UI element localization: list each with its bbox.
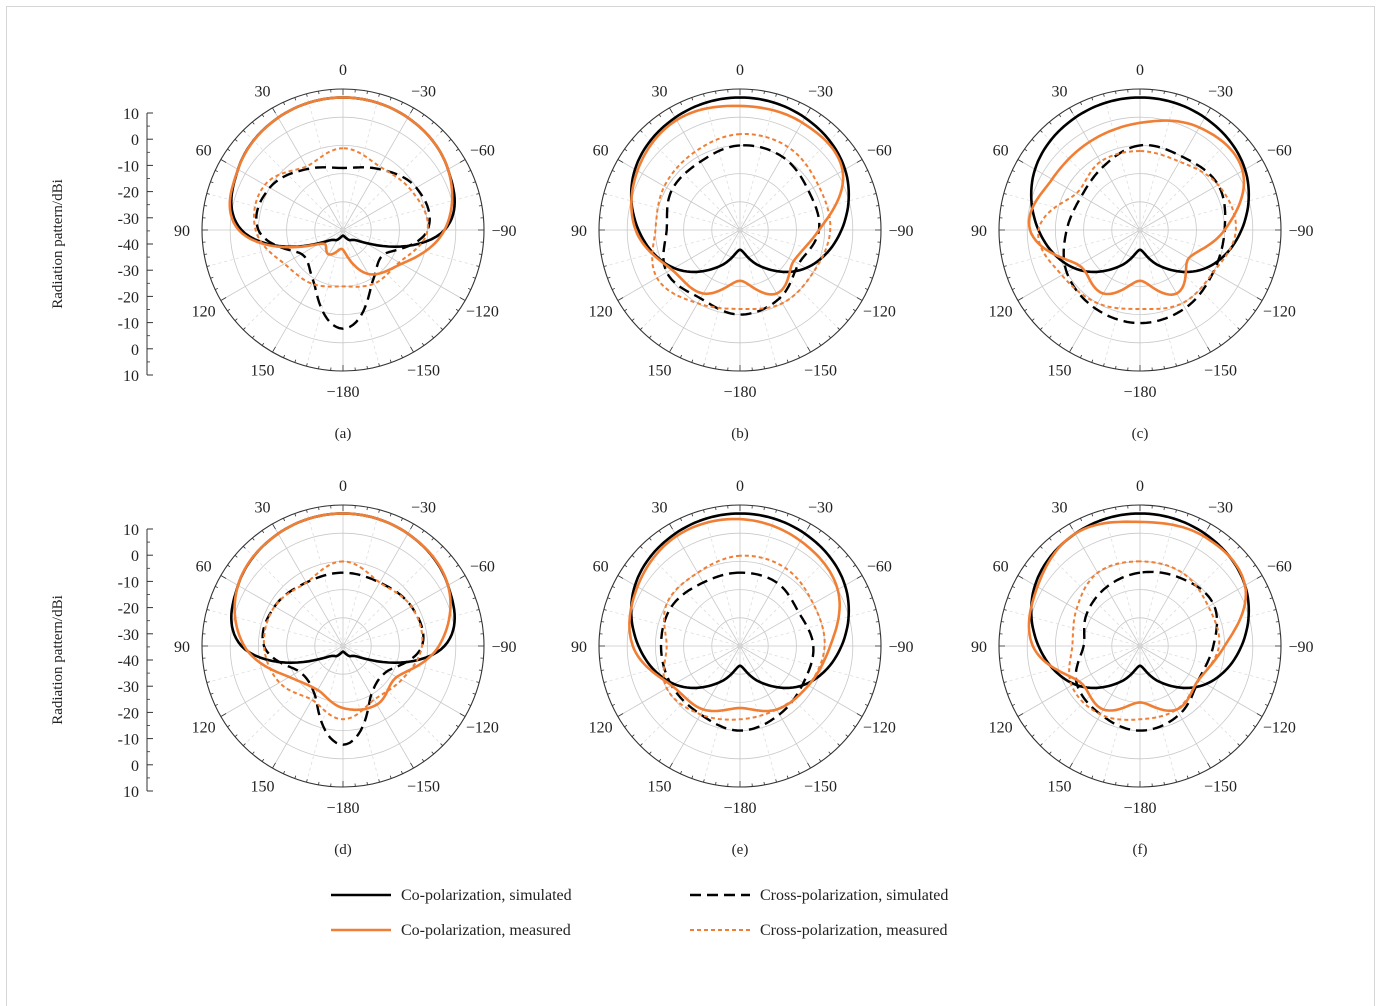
figure-frame (6, 6, 1375, 1006)
